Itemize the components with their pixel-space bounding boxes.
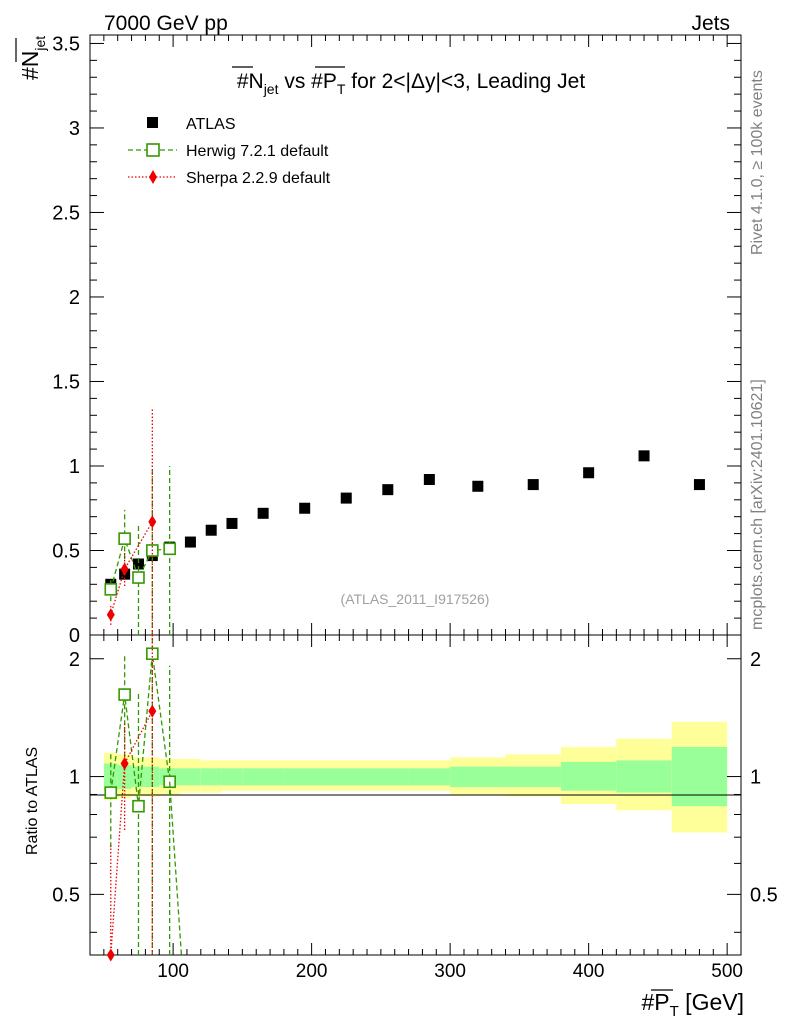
legend-label-herwig: Herwig 7.2.1 default xyxy=(186,143,329,160)
mcplots-label: mcplots.cern.ch [arXiv:2401.10621] xyxy=(749,379,766,630)
sherpa-ratio-data-point xyxy=(148,704,157,718)
atlas-data-point xyxy=(382,484,394,496)
sherpa-line xyxy=(110,521,153,615)
ratio-stat-uncertainty-band xyxy=(408,768,451,786)
atlas-data-point xyxy=(205,524,217,536)
herwig-ratio-data-point xyxy=(118,688,131,701)
atlas-data-point xyxy=(583,467,595,479)
header-left-text: 7000 GeV pp xyxy=(104,12,228,35)
ratio-plot-frame xyxy=(89,634,742,956)
rivet-label: Rivet 4.1.0, ≥ 100k events xyxy=(749,70,766,255)
atlas-data-point xyxy=(340,492,352,504)
y-tick-label-main: 0.5 xyxy=(52,540,80,562)
sherpa-ratio-line xyxy=(110,710,153,956)
ratio-stat-uncertainty-band xyxy=(560,761,617,791)
y-tick-label-main: 1.5 xyxy=(52,371,80,393)
atlas-data-point xyxy=(184,536,196,548)
legend-label-sherpa: Sherpa 2.2.9 default xyxy=(186,170,331,187)
ratio-stat-uncertainty-band xyxy=(671,747,728,807)
ratio-stat-uncertainty-band xyxy=(221,768,243,786)
herwig-ratio-data-point xyxy=(132,799,145,813)
y-tick-label-ratio-right: 0.5 xyxy=(750,884,778,906)
atlas-data-point xyxy=(132,558,144,570)
ratio-stat-uncertainty-band xyxy=(242,768,284,786)
herwig-data-point xyxy=(132,571,145,584)
herwig-ratio-data-point xyxy=(104,786,118,799)
y-tick-label-ratio-right: 2 xyxy=(750,649,761,671)
atlas-data-point xyxy=(638,450,650,462)
main-axis-ticks: 0 0.5 1 1.5 2 2.5 3 3.5 xyxy=(52,33,741,647)
ratio-stat-uncertainty-band xyxy=(616,760,672,793)
ratio-stat-uncertainty-band xyxy=(505,766,561,788)
ratio-stat-uncertainty-band xyxy=(450,766,506,788)
herwig-data-point xyxy=(118,532,131,545)
atlas-data-point xyxy=(299,502,311,514)
main-y-axis-label: #Njet xyxy=(17,36,48,80)
y-tick-label-main: 0 xyxy=(69,625,80,647)
ratio-y-axis-label: Ratio to ATLAS xyxy=(24,747,41,855)
x-tick-label: 100 xyxy=(157,961,189,982)
sherpa-data-point xyxy=(120,562,129,576)
x-tick-label: 200 xyxy=(296,961,328,982)
sherpa-ratio-data-point xyxy=(120,756,129,770)
legend-marker-sherpa xyxy=(149,170,157,184)
sherpa-ratio-data-point xyxy=(106,948,115,962)
x-tick-label: 300 xyxy=(434,961,466,982)
sherpa-data-point xyxy=(106,608,115,622)
main-data-marks xyxy=(104,408,705,635)
ratio-stat-uncertainty-band xyxy=(180,768,201,786)
atlas-data-point xyxy=(257,507,269,519)
ratio-stat-uncertainty-band xyxy=(367,768,409,786)
header-right-text: Jets xyxy=(691,12,730,35)
atlas-data-point xyxy=(423,474,435,486)
herwig-data-point xyxy=(104,583,118,596)
y-tick-label-main: 3.5 xyxy=(52,33,80,55)
y-tick-label-ratio-right: 1 xyxy=(750,767,761,789)
ratio-stat-uncertainty-band xyxy=(103,763,118,791)
atlas-data-point xyxy=(693,479,705,491)
y-tick-label-main: 3 xyxy=(69,118,80,140)
legend-marker-atlas xyxy=(147,117,158,128)
legend: ATLAS Herwig 7.2.1 default Sherpa 2.2.9 … xyxy=(128,116,331,187)
analysis-id-label: (ATLAS_2011_I917526) xyxy=(341,591,490,607)
y-tick-label-main: 2 xyxy=(69,287,80,309)
legend-marker-herwig xyxy=(146,143,160,157)
y-tick-label-main: 1 xyxy=(69,456,80,478)
herwig-ratio-extension-line xyxy=(168,781,183,956)
y-tick-label-ratio-left: 1 xyxy=(69,767,80,789)
x-tick-label: 400 xyxy=(573,961,605,982)
legend-label-atlas: ATLAS xyxy=(186,116,236,133)
sherpa-data-point xyxy=(148,515,157,529)
herwig-data-point xyxy=(163,542,176,556)
x-axis-label: #PT [GeV] xyxy=(641,989,744,1020)
atlas-data-point xyxy=(226,517,238,529)
ratio-data-marks xyxy=(104,635,183,962)
ratio-stat-uncertainty-band xyxy=(200,768,222,786)
x-tick-label: 500 xyxy=(711,961,743,982)
ratio-stat-uncertainty-band xyxy=(283,768,326,786)
y-tick-label-main: 2.5 xyxy=(52,202,80,224)
atlas-data-point xyxy=(472,480,484,492)
chart-title: #Njet vs #PT for 2<|Δy|<3, Leading Jet xyxy=(237,70,586,97)
ratio-axis-ticks: 100 200 300 400 500 0.5 0.5 1 1 2 2 xyxy=(52,635,778,982)
y-tick-label-ratio-left: 2 xyxy=(69,649,80,671)
ratio-uncertainty-bands xyxy=(103,721,728,833)
atlas-data-point xyxy=(527,479,539,491)
y-tick-label-ratio-left: 0.5 xyxy=(52,884,80,906)
ratio-stat-uncertainty-band xyxy=(325,768,368,786)
